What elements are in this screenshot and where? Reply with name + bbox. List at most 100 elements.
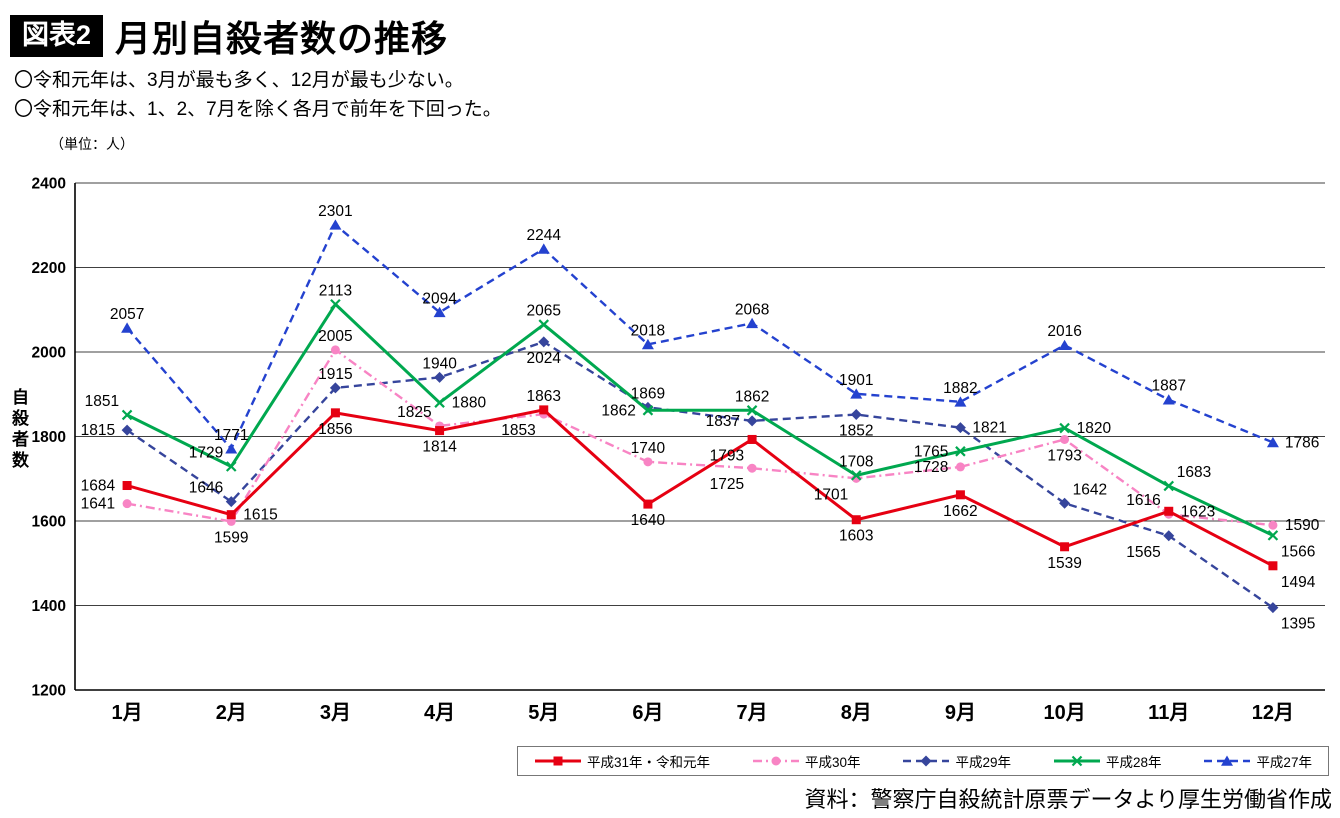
data-label: 1786 [1285, 434, 1319, 451]
source-note: 資料：警察庁自殺統計原票データより厚生労働省作成 [804, 787, 1332, 812]
data-label: 1616 [1126, 492, 1160, 509]
x-marker [955, 446, 966, 457]
data-label: 1863 [527, 388, 561, 405]
data-label: 1539 [1047, 555, 1081, 572]
series-h29-line [126, 340, 1274, 609]
data-label: 1815 [81, 422, 115, 439]
x-axis-label: 10月 [1043, 702, 1085, 724]
square-marker [553, 756, 563, 766]
series-h28-line [126, 302, 1274, 537]
square-marker [330, 408, 340, 418]
legend-label: 平成31年・令和元年 [587, 755, 711, 770]
x-marker [1267, 530, 1279, 541]
circle-marker [955, 462, 965, 472]
x-marker [746, 405, 758, 416]
data-label: 1729 [189, 444, 223, 461]
data-label: 2024 [527, 350, 562, 367]
y-tick-label: 1400 [32, 598, 66, 615]
data-label: 2113 [319, 282, 352, 299]
data-label: 1740 [631, 440, 666, 457]
data-label: 1642 [1073, 481, 1107, 498]
data-label: 1566 [1281, 543, 1315, 560]
data-label: 2244 [527, 227, 562, 244]
triangle-marker [225, 443, 238, 454]
triangle-marker [1221, 755, 1234, 766]
header: 図表2 月別自殺者数の推移 [10, 10, 448, 62]
diamond-marker [920, 755, 932, 767]
triangle-marker [121, 322, 134, 333]
x-marker [538, 319, 550, 330]
diamond-marker [1059, 497, 1071, 509]
series-h31 [122, 405, 1278, 571]
diamond-marker [850, 409, 862, 421]
legend-item-h31: 平成31年・令和元年 [534, 751, 710, 771]
data-label: 2005 [318, 328, 352, 345]
data-label: 1623 [1181, 503, 1215, 520]
square-marker [747, 434, 757, 444]
triangle-marker [641, 338, 654, 350]
legend-label: 平成28年 [1105, 755, 1162, 770]
data-label: 1662 [943, 503, 977, 520]
triangle-marker [954, 396, 967, 407]
legend-item-h29: 平成29年 [902, 751, 1011, 771]
data-label: 2068 [735, 301, 769, 318]
legend-label: 平成27年 [1256, 755, 1312, 770]
triangle-marker [1162, 394, 1175, 405]
y-tick-label: 2200 [32, 260, 66, 277]
y-tick-label: 1800 [32, 429, 66, 446]
x-marker [330, 298, 341, 310]
x-axis-label: 7月 [737, 702, 768, 724]
legend-sample-diamond-icon [903, 755, 950, 767]
data-label: 1590 [1285, 517, 1320, 534]
diamond-marker [121, 424, 133, 436]
series-h29 [121, 336, 1279, 614]
data-label: 2094 [422, 290, 457, 307]
diamond-marker [746, 415, 758, 427]
data-label: 1880 [452, 395, 487, 412]
data-label: 1862 [601, 402, 635, 419]
data-label: 1684 [81, 478, 116, 495]
series-h30-line [126, 348, 1274, 527]
legend-item-h27: 平成27年 [1203, 751, 1312, 771]
data-label: 1725 [710, 476, 744, 493]
data-label: 2057 [110, 306, 144, 323]
data-label: 1852 [839, 423, 873, 440]
circle-marker [747, 463, 757, 473]
data-label: 1869 [631, 385, 665, 402]
diamond-marker [225, 496, 237, 508]
data-label: 1615 [243, 507, 277, 524]
series-h27 [121, 219, 1279, 454]
unit-label: （単位：人） [50, 136, 134, 152]
series-h30 [122, 345, 1278, 530]
diamond-marker [538, 336, 550, 348]
y-tick-label: 1600 [32, 514, 66, 531]
x-axis-label: 3月 [320, 702, 351, 724]
square-marker [851, 515, 861, 525]
legend: 平成31年・令和元年 平成30年 平成29年 平成28年 平成27年 [517, 746, 1329, 776]
triangle-marker [746, 317, 759, 329]
data-label: 1887 [1152, 378, 1186, 395]
data-label: 1395 [1281, 616, 1315, 633]
y-tick-label: 1200 [32, 683, 66, 700]
data-label: 1821 [972, 420, 1006, 437]
triangle-marker [537, 243, 550, 254]
square-marker [122, 481, 132, 491]
figure-tag: 図表2 [10, 15, 104, 57]
circle-marker [330, 345, 340, 355]
legend-sample-x-icon [1053, 755, 1100, 767]
page-title: 月別自殺者数の推移 [115, 18, 449, 59]
x-axis-label: 1月 [112, 702, 143, 724]
legend-item-h28: 平成28年 [1053, 751, 1162, 771]
circle-marker [122, 499, 132, 509]
data-label: 1640 [631, 512, 666, 529]
data-label: 1728 [914, 459, 948, 476]
circle-marker [1268, 520, 1278, 530]
x-marker [1059, 422, 1070, 434]
legend-label: 平成29年 [955, 755, 1011, 770]
legend-label: 平成30年 [804, 755, 861, 770]
legend-sample-triangle-icon [1204, 755, 1251, 766]
square-marker [435, 426, 445, 436]
y-tick-label: 2000 [32, 345, 66, 362]
x-axis-label: 4月 [424, 702, 455, 724]
data-label: 2018 [631, 322, 665, 339]
